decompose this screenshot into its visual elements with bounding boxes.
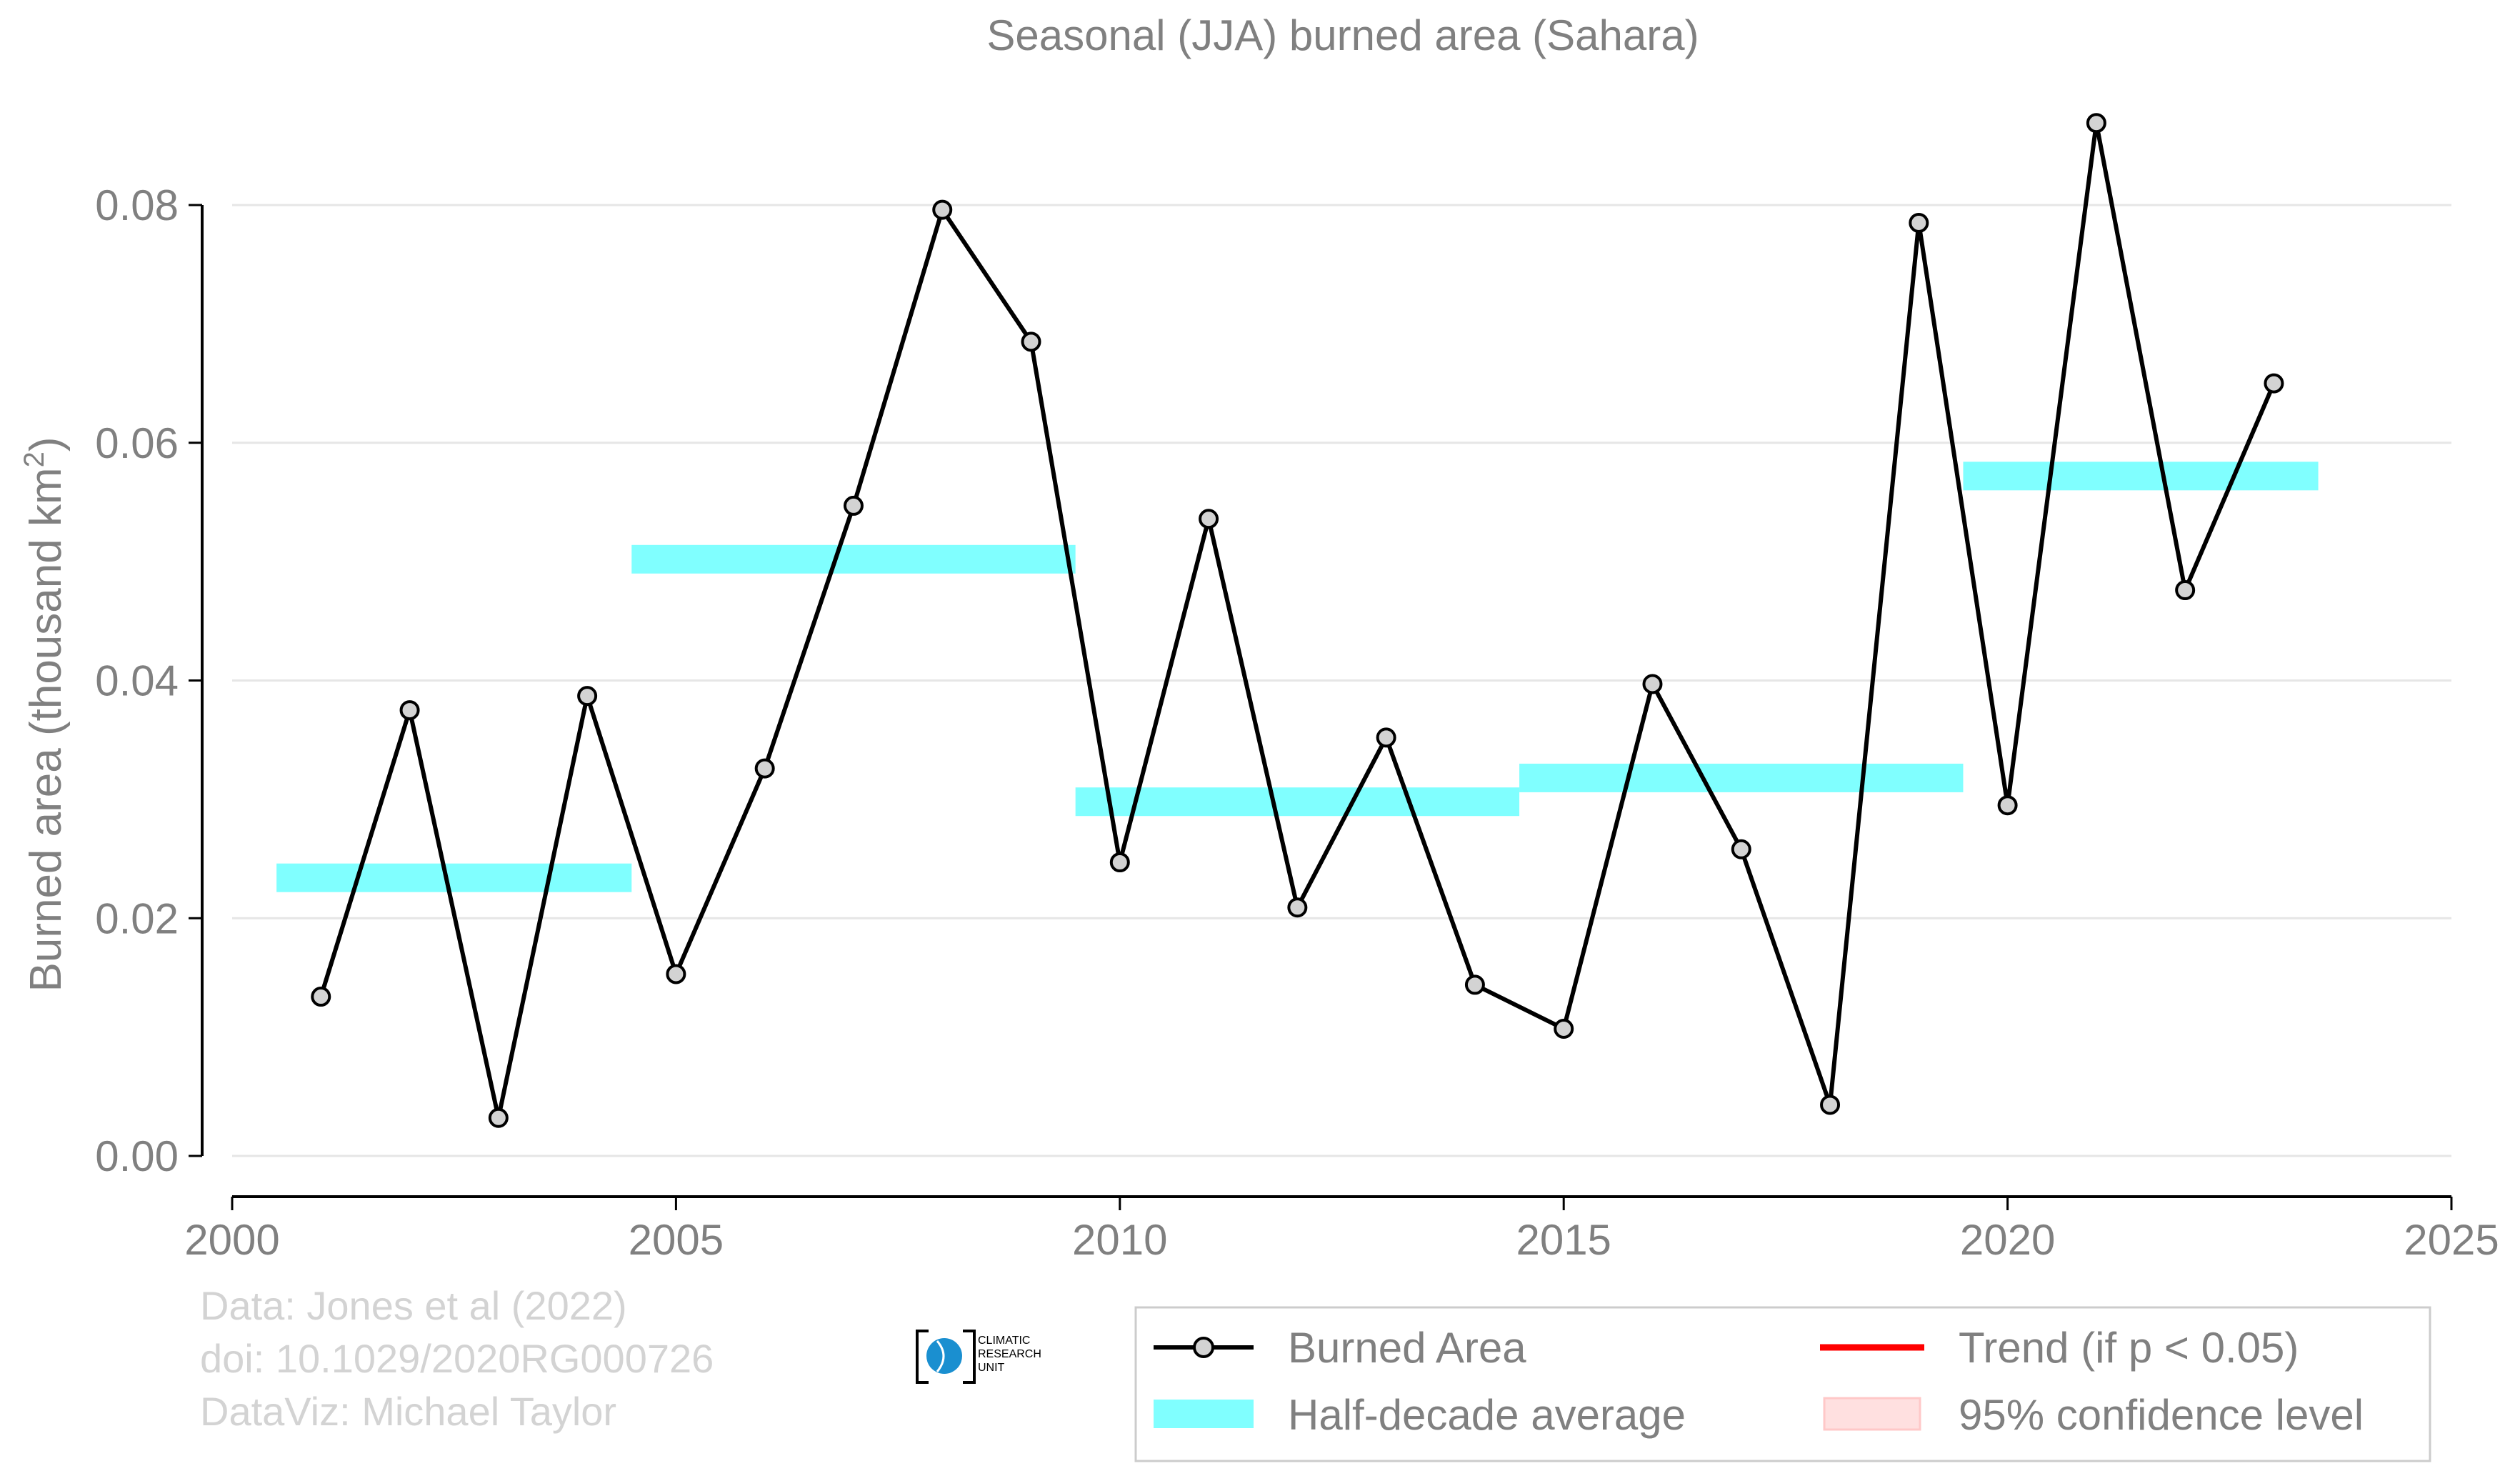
data-point-2008 bbox=[932, 199, 953, 220]
burned-area-points bbox=[311, 113, 2284, 1128]
data-point-2007 bbox=[843, 495, 864, 516]
data-point-2001 bbox=[311, 987, 331, 1007]
data-point-2021 bbox=[2086, 113, 2106, 134]
data-point-2009 bbox=[1021, 331, 1041, 352]
data-point-2010 bbox=[1109, 852, 1130, 873]
climatic-research-unit-logo: CLIMATIC RESEARCH UNIT bbox=[916, 1330, 1041, 1384]
credit-dataviz: DataViz: Michael Taylor bbox=[200, 1389, 616, 1434]
data-point-2013 bbox=[1376, 727, 1396, 748]
x-ticks: 2000 2005 2010 2015 2020 2025 bbox=[184, 1197, 2499, 1264]
data-point-2005 bbox=[666, 964, 686, 984]
data-point-2011 bbox=[1199, 509, 1219, 529]
legend-label-trend: Trend (if p < 0.05) bbox=[1959, 1324, 2299, 1372]
logo-bracket-icon bbox=[916, 1330, 976, 1384]
legend-swatch-confidence-level bbox=[1823, 1397, 1921, 1431]
y-ticks: 0.00 0.02 0.04 0.06 0.08 bbox=[95, 181, 202, 1180]
data-point-2006 bbox=[754, 758, 775, 779]
half-decade-bar-0 bbox=[276, 863, 632, 892]
legend-item-trend: Trend (if p < 0.05) bbox=[1820, 1324, 2299, 1372]
data-point-2014 bbox=[1464, 974, 1485, 995]
half-decade-average-bars bbox=[276, 462, 2319, 892]
y-tick-label-0: 0.00 bbox=[95, 1132, 179, 1180]
legend-frame bbox=[1134, 1306, 2431, 1462]
data-point-2004 bbox=[577, 686, 598, 707]
data-point-2023 bbox=[2264, 373, 2284, 394]
x-tick-label-2: 2010 bbox=[1072, 1216, 1167, 1264]
globe-meridian-icon bbox=[936, 1340, 945, 1372]
y-axis-label-sup: 2 bbox=[19, 452, 50, 467]
x-tick-label-5: 2025 bbox=[2404, 1216, 2499, 1264]
data-point-2015 bbox=[1554, 1018, 1574, 1039]
gridlines bbox=[232, 204, 2451, 1157]
chart-title: Seasonal (JJA) burned area (Sahara) bbox=[986, 11, 1699, 59]
y-axis-label-close: ) bbox=[21, 437, 71, 452]
data-point-2012 bbox=[1287, 897, 1308, 918]
half-decade-bar-3 bbox=[1519, 763, 1964, 792]
data-point-2003 bbox=[488, 1107, 509, 1128]
x-tick-label-3: 2015 bbox=[1516, 1216, 1611, 1264]
y-tick-label-2: 0.04 bbox=[95, 657, 179, 705]
data-credits: Data: Jones et al (2022) doi: 10.1029/20… bbox=[200, 1283, 714, 1434]
half-decade-bar-2 bbox=[1075, 787, 1520, 817]
y-axis-label: Burned area (thousand km2) bbox=[19, 437, 71, 992]
legend: Burned Area Trend (if p < 0.05) Half-dec… bbox=[1134, 1306, 2431, 1462]
half-decade-bar-1 bbox=[631, 544, 1076, 574]
legend-swatch-half-decade-average bbox=[1154, 1400, 1254, 1428]
y-tick-label-3: 0.06 bbox=[95, 419, 179, 467]
logo-text-unit: UNIT bbox=[978, 1362, 1005, 1374]
legend-label-half-decade-average: Half-decade average bbox=[1288, 1391, 1686, 1439]
data-point-2018 bbox=[1820, 1094, 1841, 1115]
data-point-2016 bbox=[1642, 674, 1663, 694]
y-axis-label-main: Burned area (thousand km bbox=[21, 467, 71, 992]
legend-marker-burned-area bbox=[1193, 1337, 1214, 1358]
data-point-2017 bbox=[1731, 839, 1751, 859]
legend-item-half-decade-average: Half-decade average bbox=[1154, 1391, 1686, 1439]
y-tick-label-1: 0.02 bbox=[95, 894, 179, 942]
half-decade-bar-4 bbox=[1963, 462, 2319, 491]
legend-label-burned-area: Burned Area bbox=[1288, 1324, 1526, 1372]
legend-item-confidence-level: 95% confidence level bbox=[1823, 1391, 2364, 1439]
data-point-2020 bbox=[1997, 795, 2018, 816]
logo-text-research: RESEARCH bbox=[978, 1348, 1041, 1360]
x-tick-label-4: 2020 bbox=[1960, 1216, 2055, 1264]
legend-label-confidence-level: 95% confidence level bbox=[1959, 1391, 2364, 1439]
data-point-2019 bbox=[1909, 212, 1929, 233]
logo-text-climatic: CLIMATIC bbox=[978, 1335, 1030, 1347]
x-tick-label-0: 2000 bbox=[184, 1216, 279, 1264]
credit-doi: doi: 10.1029/2020RG000726 bbox=[200, 1336, 714, 1381]
data-point-2022 bbox=[2175, 580, 2196, 601]
data-point-2002 bbox=[399, 700, 420, 721]
legend-item-burned-area: Burned Area bbox=[1154, 1324, 1526, 1372]
credit-data-source: Data: Jones et al (2022) bbox=[200, 1283, 627, 1328]
y-tick-label-4: 0.08 bbox=[95, 181, 179, 229]
x-tick-label-1: 2005 bbox=[629, 1216, 724, 1264]
